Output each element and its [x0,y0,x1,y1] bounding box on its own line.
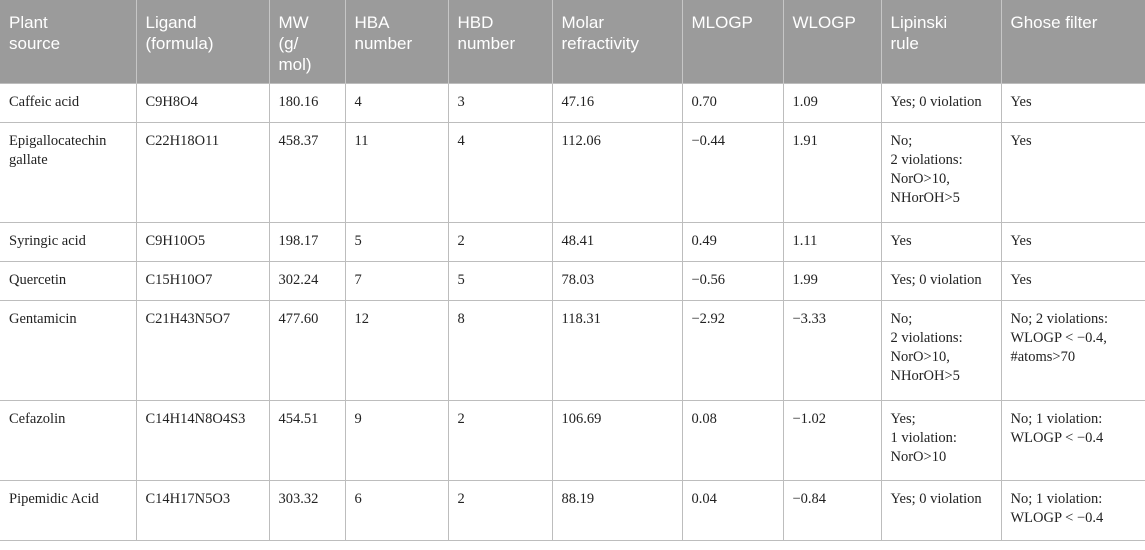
cell-molar-refractivity: 112.06 [551,122,683,223]
cell-hbd: 4 [447,122,553,223]
cell-hbd: 5 [447,261,553,301]
cell-molar-refractivity: 88.19 [551,480,683,541]
table-row: Caffeic acid C9H8O4 180.16 4 3 47.16 0.7… [0,83,1145,123]
cell-hba: 9 [344,400,449,481]
cell-ligand: C22H18O11 [135,122,270,223]
cell-hbd: 8 [447,300,553,401]
cell-molar-refractivity: 48.41 [551,222,683,262]
cell-hbd: 2 [447,222,553,262]
cell-ligand: C21H43N5O7 [135,300,270,401]
cell-ghose: Yes [1000,222,1145,262]
cell-molar-refractivity: 47.16 [551,83,683,123]
col-header-hbd: HBD number [447,0,552,84]
cell-plant-source: Epigallocatechin gallate [0,122,137,223]
cell-wlogp: −3.33 [782,300,882,401]
cell-ghose: No; 2 violations: WLOGP < −0.4, #atoms>7… [1000,300,1145,401]
cell-plant-source: Caffeic acid [0,83,137,123]
cell-mlogp: −0.44 [681,122,784,223]
cell-mw: 180.16 [268,83,346,123]
cell-mlogp: 0.04 [681,480,784,541]
cell-mw: 303.32 [268,480,346,541]
cell-mlogp: −2.92 [681,300,784,401]
cell-mw: 477.60 [268,300,346,401]
cell-mlogp: 0.49 [681,222,784,262]
table-row: Quercetin C15H10O7 302.24 7 5 78.03 −0.5… [0,261,1145,301]
cell-ligand: C9H8O4 [135,83,270,123]
table-row: Cefazolin C14H14N8O4S3 454.51 9 2 106.69… [0,400,1145,481]
cell-plant-source: Syringic acid [0,222,137,262]
cell-lipinski: No; 2 violations: NorO>10, NHorOH>5 [880,300,1002,401]
cell-molar-refractivity: 118.31 [551,300,683,401]
cell-ghose: Yes [1000,261,1145,301]
cell-ghose: No; 1 violation: WLOGP < −0.4 [1000,480,1145,541]
cell-lipinski: Yes; 0 violation [880,480,1002,541]
cell-lipinski: Yes; 0 violation [880,261,1002,301]
cell-hba: 4 [344,83,449,123]
cell-mw: 198.17 [268,222,346,262]
header-row: Plant source Ligand (formula) MW (g/ mol… [0,0,1145,84]
cell-hbd: 3 [447,83,553,123]
col-header-mw: MW (g/ mol) [268,0,345,84]
cell-plant-source: Pipemidic Acid [0,480,137,541]
cell-lipinski: Yes; 1 violation: NorO>10 [880,400,1002,481]
table-row: Pipemidic Acid C14H17N5O3 303.32 6 2 88.… [0,480,1145,541]
cell-ghose: No; 1 violation: WLOGP < −0.4 [1000,400,1145,481]
cell-hba: 11 [344,122,449,223]
cell-hbd: 2 [447,480,553,541]
cell-molar-refractivity: 78.03 [551,261,683,301]
cell-hba: 6 [344,480,449,541]
cell-lipinski: Yes; 0 violation [880,83,1002,123]
col-header-lipinski: Lipinski rule [880,0,1001,84]
cell-hba: 7 [344,261,449,301]
cell-ligand: C14H17N5O3 [135,480,270,541]
table-row: Syringic acid C9H10O5 198.17 5 2 48.41 0… [0,222,1145,262]
cell-mw: 302.24 [268,261,346,301]
cell-mw: 454.51 [268,400,346,481]
cell-ligand: C9H10O5 [135,222,270,262]
cell-ghose: Yes [1000,83,1145,123]
cell-plant-source: Quercetin [0,261,137,301]
table-row: Gentamicin C21H43N5O7 477.60 12 8 118.31… [0,300,1145,401]
cell-molar-refractivity: 106.69 [551,400,683,481]
cell-wlogp: 1.09 [782,83,882,123]
col-header-plant-source: Plant source [0,0,136,84]
cell-ligand: C15H10O7 [135,261,270,301]
col-header-ligand: Ligand (formula) [135,0,269,84]
col-header-mlogp: MLOGP [681,0,783,84]
cell-wlogp: −1.02 [782,400,882,481]
cell-mlogp: 0.70 [681,83,784,123]
cell-wlogp: 1.99 [782,261,882,301]
cell-wlogp: 1.11 [782,222,882,262]
cell-ligand: C14H14N8O4S3 [135,400,270,481]
table-row: Epigallocatechin gallate C22H18O11 458.3… [0,122,1145,223]
cell-lipinski: No; 2 violations: NorO>10, NHorOH>5 [880,122,1002,223]
cell-hba: 5 [344,222,449,262]
col-header-ghose: Ghose filter [1000,0,1145,84]
cell-hba: 12 [344,300,449,401]
cell-lipinski: Yes [880,222,1002,262]
cell-wlogp: 1.91 [782,122,882,223]
cell-wlogp: −0.84 [782,480,882,541]
col-header-wlogp: WLOGP [782,0,881,84]
cell-hbd: 2 [447,400,553,481]
col-header-hba: HBA number [344,0,448,84]
cell-plant-source: Cefazolin [0,400,137,481]
cell-ghose: Yes [1000,122,1145,223]
cell-plant-source: Gentamicin [0,300,137,401]
cell-mlogp: 0.08 [681,400,784,481]
cell-mlogp: −0.56 [681,261,784,301]
col-header-molar-refractivity: Molar refractivity [551,0,682,84]
cell-mw: 458.37 [268,122,346,223]
